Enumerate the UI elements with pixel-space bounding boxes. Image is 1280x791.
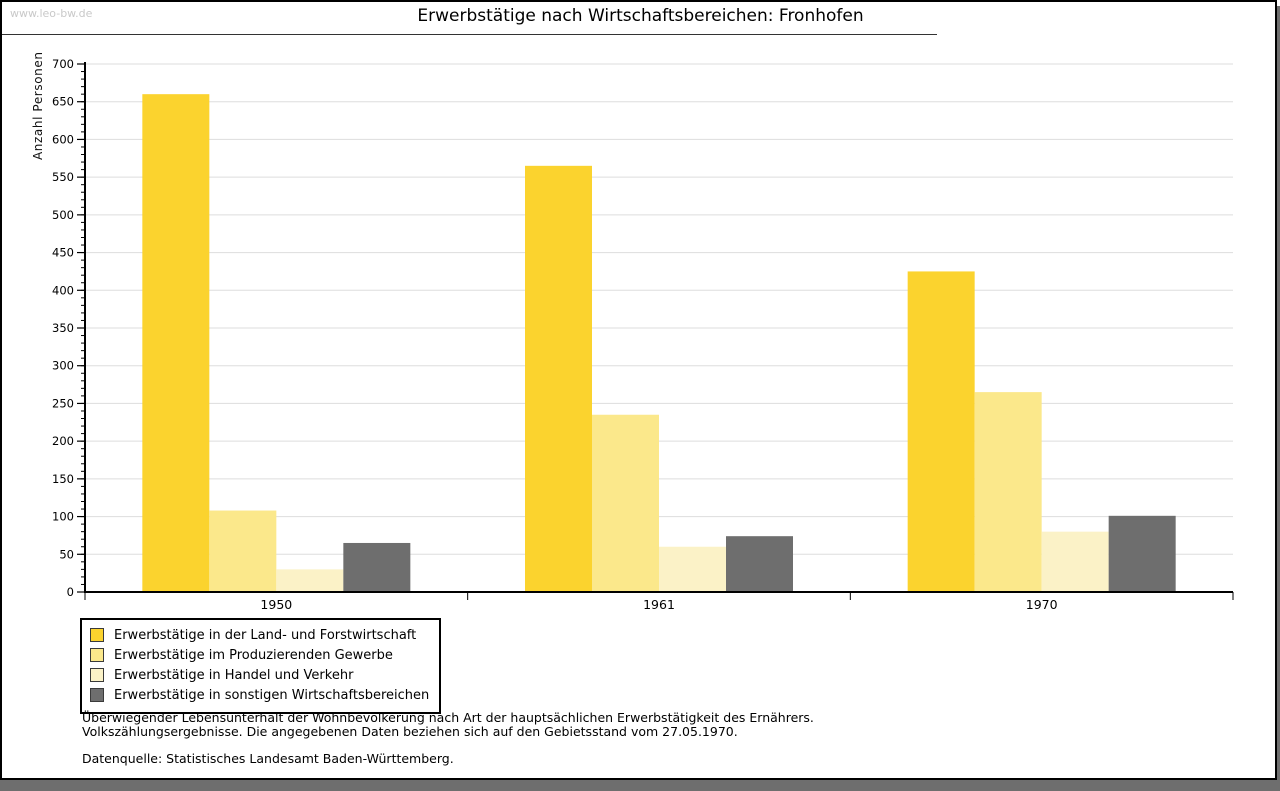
y-tick-label: 50: [59, 547, 74, 561]
y-tick-label: 100: [52, 510, 74, 524]
legend-item-4: Erwerbstätige in sonstigen Wirtschaftsbe…: [90, 685, 429, 705]
y-tick-label: 500: [52, 208, 74, 222]
site-watermark: www.leo-bw.de: [10, 7, 93, 20]
category-label: 1961: [643, 597, 675, 612]
y-tick-label: 700: [52, 57, 74, 71]
footnotes: Überwiegender Lebensunterhalt der Wohnbe…: [82, 711, 814, 766]
category-label: 1950: [260, 597, 292, 612]
y-tick-label: 600: [52, 132, 74, 146]
header-divider: [2, 34, 937, 35]
bar-1961-series-3: [659, 546, 726, 592]
page-shadow-right: [1277, 6, 1280, 791]
bar-1950-series-3: [276, 569, 344, 592]
footnote-line-1: Überwiegender Lebensunterhalt der Wohnbe…: [82, 710, 814, 725]
bar-1961-series-4: [726, 536, 793, 592]
legend-item-3: Erwerbstätige in Handel und Verkehr: [90, 665, 429, 685]
legend-label: Erwerbstätige im Produzierenden Gewerbe: [114, 647, 393, 663]
page-shadow-bottom: [0, 780, 1280, 791]
chart-title: Erwerbstätige nach Wirtschaftsbereichen:…: [417, 6, 864, 26]
bar-1970-series-2: [974, 392, 1042, 592]
y-tick-label: 400: [52, 283, 74, 297]
legend-item-2: Erwerbstätige im Produzierenden Gewerbe: [90, 645, 429, 665]
y-tick-label: 650: [52, 95, 74, 109]
bar-chart-plot: 0 50 100 150 200 250 300 350 400 450 500 550 600 650 7…: [52, 57, 1234, 612]
y-tick-label: 350: [52, 321, 74, 335]
y-tick-label: 450: [52, 246, 74, 260]
legend-item-1: Erwerbstätige in der Land- und Forstwirt…: [90, 625, 429, 645]
bar-1950-series-2: [209, 510, 277, 592]
y-tick-label: 150: [52, 472, 74, 486]
bar-1950-series-4: [343, 542, 411, 592]
legend-swatch-icon: [90, 688, 104, 702]
y-tick-label: 200: [52, 434, 74, 448]
y-tick-label: 300: [52, 359, 74, 373]
y-tick-label: 0: [67, 585, 74, 599]
bar-1970-series-3: [1041, 531, 1109, 592]
footnote-line-2: Volkszählungsergebnisse. Die angegebenen…: [82, 724, 738, 739]
bar-1961-series-1: [525, 165, 592, 593]
legend-label: Erwerbstätige in sonstigen Wirtschaftsbe…: [114, 687, 430, 703]
legend-swatch-icon: [90, 648, 104, 662]
bar-1950-series-1: [142, 94, 210, 593]
data-source-note: Datenquelle: Statistisches Landesamt Bad…: [82, 751, 454, 766]
y-tick-label: 250: [52, 396, 74, 410]
y-tick-label: 550: [52, 170, 74, 184]
legend-label: Erwerbstätige in der Land- und Forstwirt…: [114, 627, 417, 643]
legend-swatch-icon: [90, 668, 104, 682]
legend-swatch-icon: [90, 628, 104, 642]
bar-1970-series-1: [907, 271, 975, 592]
category-label: 1970: [1026, 597, 1058, 612]
legend-label: Erwerbstätige in Handel und Verkehr: [114, 667, 354, 683]
bar-1970-series-4: [1108, 515, 1176, 592]
chart-legend: Erwerbstätige in der Land- und Forstwirt…: [80, 618, 442, 714]
bar-1961-series-2: [592, 414, 659, 592]
